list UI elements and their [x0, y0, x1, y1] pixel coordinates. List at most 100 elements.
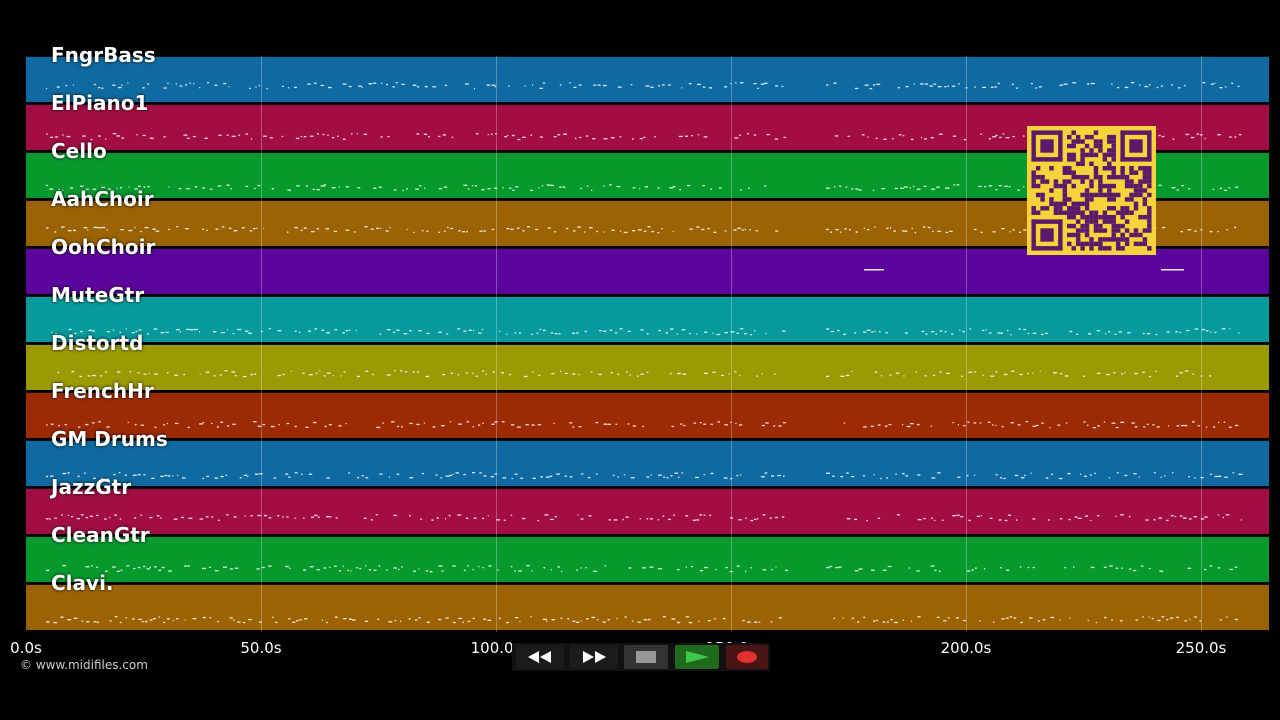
note — [445, 617, 449, 619]
note — [482, 567, 484, 569]
note — [716, 333, 721, 336]
note — [980, 231, 983, 233]
note — [735, 422, 737, 425]
note — [866, 520, 868, 522]
note — [883, 138, 887, 140]
note — [603, 185, 605, 187]
note — [740, 82, 744, 84]
note — [510, 514, 513, 516]
note — [1011, 83, 1014, 85]
note — [962, 331, 965, 333]
note — [916, 188, 921, 190]
note — [466, 517, 469, 519]
note — [228, 227, 232, 229]
note — [740, 328, 744, 330]
note — [1113, 372, 1116, 374]
note — [273, 477, 277, 479]
note — [1069, 617, 1071, 619]
note — [995, 474, 998, 476]
note — [174, 422, 179, 425]
note — [406, 188, 408, 190]
note — [741, 229, 744, 231]
note — [542, 618, 547, 620]
note — [1156, 86, 1159, 89]
note — [314, 514, 318, 517]
note — [833, 617, 836, 619]
note — [231, 371, 236, 373]
note — [1004, 185, 1008, 187]
play-button[interactable] — [675, 645, 719, 669]
note — [511, 477, 513, 480]
note — [1017, 189, 1020, 191]
note — [294, 425, 297, 428]
note — [442, 134, 447, 136]
note — [710, 423, 713, 425]
note — [564, 372, 568, 375]
note — [897, 87, 900, 89]
stop-button[interactable] — [624, 645, 668, 669]
note — [472, 568, 474, 571]
note — [1052, 372, 1057, 374]
note — [105, 371, 107, 373]
note — [866, 329, 871, 331]
note — [989, 517, 993, 519]
note — [1194, 230, 1197, 232]
note — [1059, 518, 1063, 520]
record-button[interactable] — [726, 645, 768, 669]
note — [104, 518, 107, 520]
note — [738, 134, 741, 136]
note — [958, 83, 960, 85]
note — [874, 371, 878, 373]
fast-forward-button[interactable] — [570, 645, 618, 669]
note — [281, 135, 284, 138]
note — [444, 230, 446, 232]
note — [510, 228, 514, 230]
note — [1186, 329, 1190, 332]
note — [1147, 423, 1149, 425]
note — [514, 332, 517, 334]
note — [74, 617, 78, 619]
note — [1032, 425, 1036, 427]
note — [661, 228, 663, 230]
note — [997, 82, 1000, 85]
note — [423, 422, 425, 424]
note — [66, 135, 71, 138]
note — [1116, 472, 1119, 474]
note — [106, 426, 110, 428]
note — [889, 374, 892, 376]
note — [877, 424, 881, 426]
note — [364, 226, 368, 228]
note — [858, 189, 862, 191]
note — [1047, 519, 1050, 521]
rewind-button[interactable] — [516, 645, 564, 669]
note — [908, 567, 911, 569]
note — [531, 333, 533, 335]
note — [373, 82, 377, 84]
note — [754, 518, 757, 520]
note — [1210, 331, 1212, 333]
note — [1000, 332, 1003, 334]
note — [873, 474, 875, 476]
note — [557, 134, 561, 136]
note — [551, 373, 555, 375]
note — [1151, 617, 1154, 620]
note — [866, 229, 870, 231]
note — [757, 518, 759, 520]
note — [604, 565, 606, 567]
note — [487, 188, 491, 190]
note — [323, 375, 326, 377]
note — [472, 372, 474, 374]
note — [999, 567, 1002, 569]
note — [187, 565, 190, 567]
transport-controls — [512, 643, 770, 671]
note — [602, 621, 606, 623]
note — [380, 136, 383, 138]
note — [137, 474, 141, 476]
note — [1114, 333, 1117, 335]
note — [1217, 567, 1221, 569]
note — [149, 137, 154, 139]
note — [106, 229, 108, 231]
note — [894, 187, 898, 190]
note — [591, 616, 596, 619]
note — [1158, 134, 1161, 137]
